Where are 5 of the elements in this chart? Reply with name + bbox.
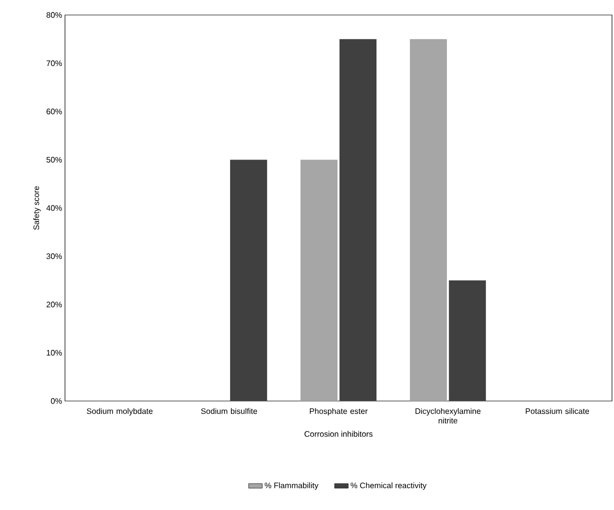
bar (340, 39, 376, 401)
bar (230, 160, 268, 401)
bar (300, 160, 338, 401)
bar (410, 39, 447, 401)
bar (448, 280, 486, 401)
